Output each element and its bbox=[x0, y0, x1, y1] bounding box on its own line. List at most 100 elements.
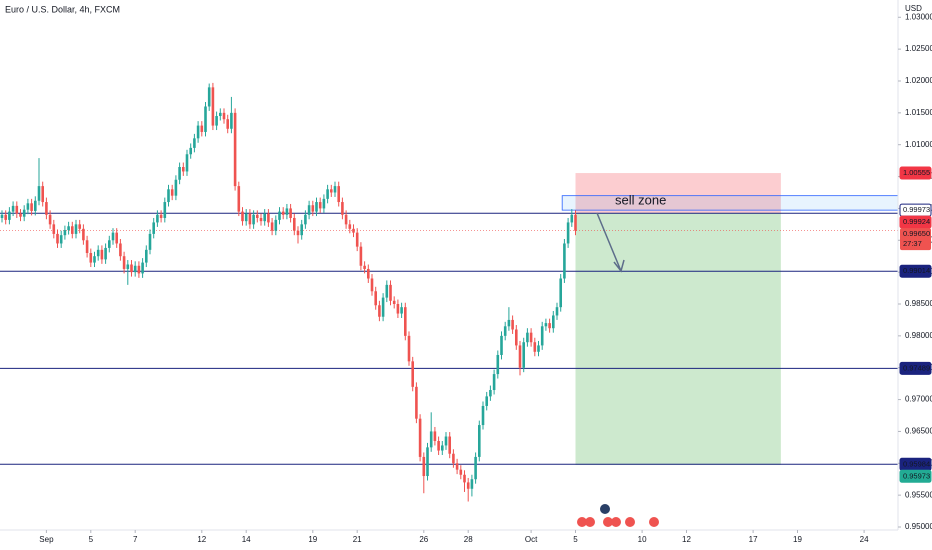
candle-body bbox=[26, 203, 30, 210]
candle-body bbox=[170, 189, 174, 196]
candle-body bbox=[104, 247, 107, 260]
plot-area: sell zone bbox=[0, 82, 899, 502]
candle-body bbox=[507, 319, 511, 327]
candle-body bbox=[193, 138, 196, 148]
candle-body bbox=[518, 345, 522, 368]
candle-body bbox=[540, 326, 544, 346]
candle-body bbox=[278, 211, 281, 220]
candle-body bbox=[19, 213, 22, 217]
candle-body bbox=[163, 202, 167, 218]
x-tick-label: 26 bbox=[419, 535, 428, 544]
stop-area bbox=[575, 173, 781, 214]
candle-body bbox=[174, 179, 178, 196]
target-area bbox=[575, 213, 781, 466]
candle-body bbox=[267, 213, 270, 223]
candle-body bbox=[426, 447, 429, 477]
candle-body bbox=[422, 456, 426, 477]
price-tag-label: 0.95984 bbox=[903, 459, 930, 468]
candle-body bbox=[56, 233, 59, 244]
candle-body bbox=[204, 106, 207, 132]
candle-body bbox=[285, 208, 289, 215]
candle-body bbox=[93, 256, 96, 263]
candle-body bbox=[100, 249, 104, 260]
candle-body bbox=[352, 228, 355, 233]
candle-body bbox=[67, 226, 70, 231]
candle-body bbox=[230, 112, 233, 129]
candle-body bbox=[385, 284, 389, 298]
candle-body bbox=[256, 214, 259, 218]
event-icon bbox=[577, 517, 587, 527]
candle-body bbox=[444, 436, 448, 446]
x-tick-label: 12 bbox=[682, 535, 691, 544]
candle-body bbox=[107, 240, 111, 248]
candle-body bbox=[200, 125, 204, 132]
candle-body bbox=[182, 167, 185, 172]
candle-body bbox=[489, 390, 492, 397]
x-tick-label: 21 bbox=[353, 535, 362, 544]
candle-body bbox=[4, 214, 7, 220]
candle-body bbox=[529, 332, 533, 343]
candle-body bbox=[82, 228, 85, 241]
x-tick-label: 5 bbox=[89, 535, 94, 544]
price-tag-label: 0.95973 bbox=[903, 471, 930, 480]
candle-body bbox=[441, 445, 444, 451]
price-tag-label: 1.00555 bbox=[903, 168, 930, 177]
candle-body bbox=[574, 214, 577, 231]
candle-body bbox=[359, 246, 363, 266]
y-tick-label: 0.95000 bbox=[905, 522, 932, 531]
x-tick-label: 5 bbox=[573, 535, 578, 544]
candle-body bbox=[341, 202, 344, 215]
last-price-tag bbox=[900, 228, 931, 251]
price-tag bbox=[899, 166, 932, 180]
candle-body bbox=[207, 87, 211, 107]
candle-body bbox=[344, 214, 348, 225]
candle-body bbox=[59, 235, 63, 244]
chart-title: Euro / U.S. Dollar, 4h, FXCM bbox=[5, 4, 120, 14]
candle-body bbox=[133, 265, 137, 273]
candle-body bbox=[378, 305, 381, 317]
event-icon bbox=[611, 517, 621, 527]
price-tag-label: 0.99924 bbox=[903, 217, 930, 226]
y-tick-label: 0.96500 bbox=[905, 427, 932, 436]
candle-body bbox=[115, 232, 118, 244]
candle-body bbox=[503, 326, 507, 336]
candle-body bbox=[470, 479, 474, 489]
candle-body bbox=[304, 214, 307, 225]
candle-body bbox=[130, 264, 133, 273]
candle-body bbox=[274, 219, 278, 231]
candle-body bbox=[111, 232, 115, 241]
event-icon bbox=[603, 517, 613, 527]
candle-body bbox=[185, 154, 189, 172]
candle-body bbox=[45, 202, 48, 215]
candle-body bbox=[448, 436, 452, 454]
currency-label: USD bbox=[905, 4, 922, 13]
candle-body bbox=[78, 224, 81, 229]
y-tick-label: 1.02000 bbox=[905, 76, 932, 85]
price-tag-label: 0.97489 bbox=[903, 363, 930, 372]
candle-body bbox=[307, 205, 311, 215]
sell-zone-label: sell zone bbox=[615, 192, 666, 207]
candle-body bbox=[259, 217, 263, 222]
candle-body bbox=[196, 125, 200, 139]
candle-body bbox=[30, 203, 33, 211]
candle-body bbox=[418, 418, 422, 457]
candle-body bbox=[463, 474, 466, 483]
x-tick-label: 19 bbox=[793, 535, 802, 544]
candle-body bbox=[548, 323, 551, 329]
candle-body bbox=[244, 213, 248, 222]
candle-body bbox=[74, 224, 78, 234]
candle-body bbox=[311, 205, 315, 212]
candle-body bbox=[404, 307, 407, 336]
candle-body bbox=[400, 307, 403, 314]
candle-body bbox=[11, 205, 15, 212]
candle-body bbox=[219, 112, 222, 117]
candle-body bbox=[522, 342, 526, 368]
candle-body bbox=[52, 224, 56, 234]
candle-body bbox=[459, 469, 463, 475]
price-tag-label: 0.99973 bbox=[903, 205, 930, 214]
event-icon bbox=[649, 517, 659, 527]
candle-body bbox=[226, 119, 230, 129]
candle-body bbox=[144, 249, 148, 263]
candle-body bbox=[48, 214, 52, 225]
